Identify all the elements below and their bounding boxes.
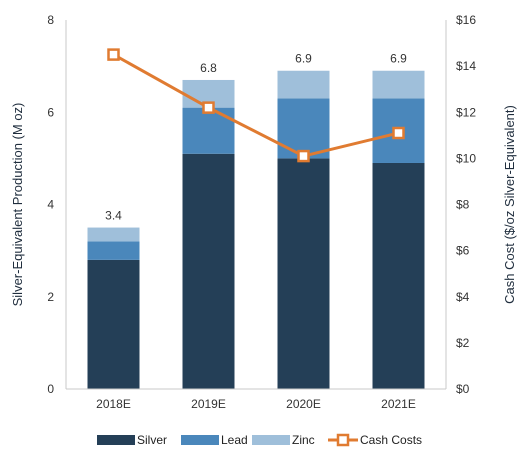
cash-cost-marker-2019e bbox=[202, 101, 215, 114]
bar-silver-2021e bbox=[372, 162, 425, 389]
y-left-tick-label: 6 bbox=[47, 105, 54, 119]
bar-zinc-2020e bbox=[277, 70, 330, 99]
y-left-axis-title: Silver-Equivalent Production (M oz) bbox=[10, 103, 25, 307]
bar-silver-2018e bbox=[87, 259, 140, 389]
y-right-tick-label: $4 bbox=[456, 290, 470, 304]
x-tick-label-2020e: 2020E bbox=[286, 397, 321, 411]
cash-cost-marker-2018e bbox=[107, 48, 120, 61]
total-label-2019e: 6.8 bbox=[200, 61, 217, 75]
bar-zinc-2018e bbox=[87, 227, 140, 242]
legend-label-zinc: Zinc bbox=[292, 433, 315, 447]
y-left-tick-label: 8 bbox=[47, 13, 54, 27]
y-left-tick-label: 0 bbox=[47, 382, 54, 396]
y-left-tick-label: 2 bbox=[47, 290, 54, 304]
y-right-tick-label: $10 bbox=[456, 151, 476, 165]
cash-cost-marker-2021e bbox=[392, 126, 405, 140]
total-label-2018e: 3.4 bbox=[105, 209, 122, 223]
legend: Silver Lead Zinc Cash Costs bbox=[97, 433, 422, 447]
legend-swatch-lead bbox=[181, 435, 219, 445]
legend-label-silver: Silver bbox=[137, 433, 167, 447]
total-label-2021e: 6.9 bbox=[390, 52, 407, 66]
bar-silver-2020e bbox=[277, 158, 330, 389]
bar-lead-2020e bbox=[277, 98, 330, 159]
legend-label-cash-costs: Cash Costs bbox=[360, 433, 422, 447]
bar-silver-2019e bbox=[182, 153, 235, 389]
y-right-tick-label: $2 bbox=[456, 336, 470, 350]
y-right-tick-label: $8 bbox=[456, 198, 470, 212]
y-right-axis-title: Cash Cost ($/oz Silver-Equivalent) bbox=[502, 105, 517, 304]
legend-swatch-zinc bbox=[252, 435, 290, 445]
bar-lead-2019e bbox=[182, 107, 235, 154]
total-label-2020e: 6.9 bbox=[295, 52, 312, 66]
legend-label-lead: Lead bbox=[221, 433, 248, 447]
y-right-tick-label: $0 bbox=[456, 382, 470, 396]
legend-marker-cash-costs bbox=[336, 433, 350, 447]
y-right-tick-label: $6 bbox=[456, 244, 470, 258]
x-tick-label-2021e: 2021E bbox=[381, 397, 416, 411]
total-labels-group: 3.4 6.8 6.9 6.9 bbox=[105, 52, 407, 223]
y-left-tick-label: 4 bbox=[47, 198, 54, 212]
bar-lead-2018e bbox=[87, 241, 140, 260]
cash-cost-line bbox=[112, 53, 399, 158]
x-tick-label-2019e: 2019E bbox=[191, 397, 226, 411]
legend-swatch-silver bbox=[97, 435, 135, 445]
y-right-tick-label: $12 bbox=[456, 105, 476, 119]
x-tick-label-2018e: 2018E bbox=[96, 397, 131, 411]
y-right-tick-label: $14 bbox=[456, 59, 476, 73]
y-right-tick-label: $16 bbox=[456, 13, 476, 27]
axes-group: 2018E 2019E 2020E 2021E 0 2 4 6 8 $0 $2 $4 $6 $8 $10 $1… bbox=[10, 13, 517, 411]
cash-cost-marker-2020e bbox=[297, 149, 310, 163]
cash-cost-line-group bbox=[107, 48, 405, 163]
bar-zinc-2021e bbox=[372, 70, 425, 99]
bar-group bbox=[87, 70, 425, 389]
